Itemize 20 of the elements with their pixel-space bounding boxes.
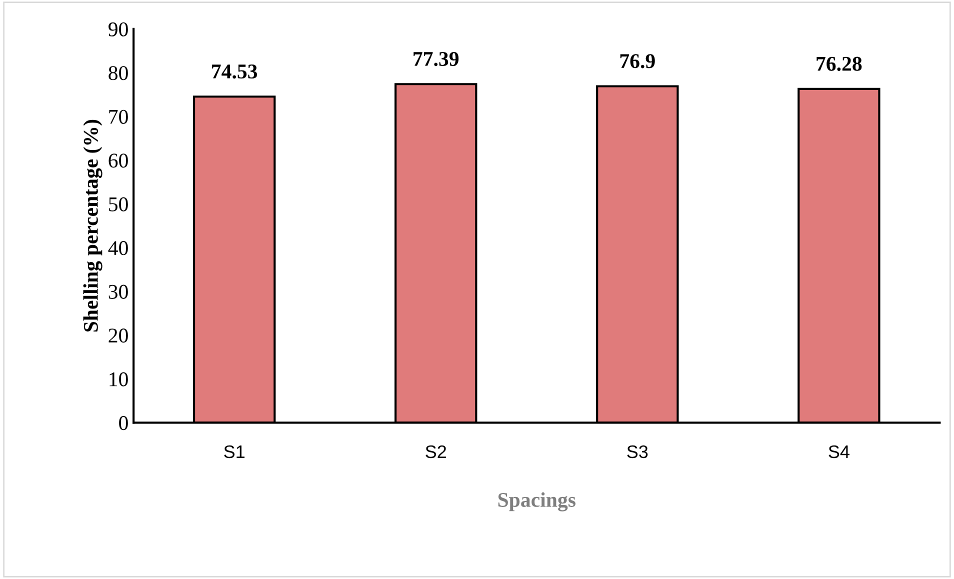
y-tick-label: 50 xyxy=(109,197,128,212)
y-tick-label: 80 xyxy=(108,66,128,80)
y-tick-label: 20 xyxy=(108,328,128,343)
y-tick-label: 60 xyxy=(108,154,128,168)
data-label: 76.9 xyxy=(620,54,655,68)
y-tick-label: 70 xyxy=(109,110,128,124)
x-tick-label: S4 xyxy=(828,445,850,458)
y-axis-title: Shelling percentage (%) xyxy=(83,120,102,332)
data-label: 76.28 xyxy=(816,56,862,71)
data-label: 74.53 xyxy=(212,64,258,79)
y-tick-label: 30 xyxy=(108,284,128,299)
x-axis-title: Spacings xyxy=(498,492,576,512)
y-tick-label: 40 xyxy=(108,241,128,256)
y-tick-label: 90 xyxy=(108,22,128,36)
y-tick-label: 0 xyxy=(119,416,128,430)
x-tick-label: S2 xyxy=(426,445,446,458)
x-tick-label: S3 xyxy=(627,445,648,458)
x-tick-label: S1 xyxy=(224,445,244,458)
data-label: 77.39 xyxy=(414,52,459,66)
y-tick-label: 10 xyxy=(110,372,128,386)
